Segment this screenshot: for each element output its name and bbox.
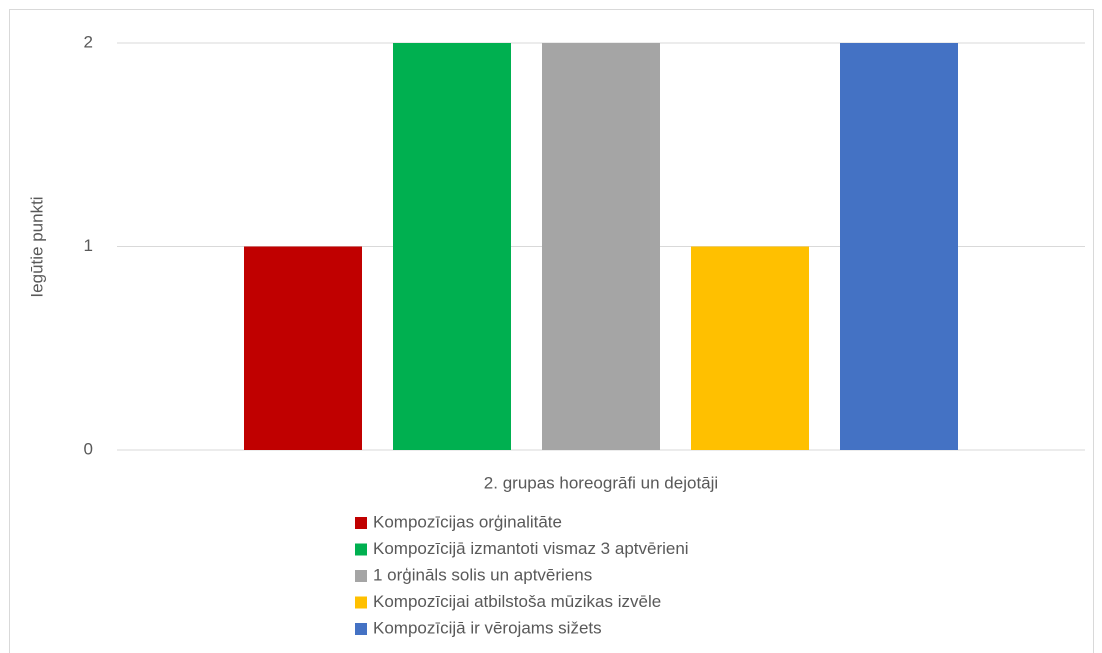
legend-swatch bbox=[355, 570, 367, 582]
legend-swatch bbox=[355, 623, 367, 635]
bar bbox=[542, 43, 660, 450]
bar bbox=[691, 246, 809, 450]
y-tick-label: 1 bbox=[84, 236, 93, 255]
y-tick-label: 2 bbox=[84, 32, 93, 51]
x-tick-label: 2. grupas horeogrāfi un dejotāji bbox=[484, 473, 718, 492]
legend-label: Kompozīcijas orģinalitāte bbox=[373, 512, 562, 531]
legend-swatch bbox=[355, 517, 367, 529]
legend-label: 1 orģināls solis un aptvēriens bbox=[373, 565, 592, 584]
y-axis-label: Iegūtie punkti bbox=[27, 196, 46, 297]
legend-swatch bbox=[355, 543, 367, 556]
legend-swatch bbox=[355, 596, 367, 609]
bar bbox=[244, 246, 362, 450]
legend-label: Kompozīcijai atbilstoša mūzikas izvēle bbox=[373, 592, 661, 611]
bar bbox=[393, 43, 511, 450]
y-tick-label: 0 bbox=[84, 439, 93, 458]
legend-label: Kompozīcijā ir vērojams sižets bbox=[373, 618, 602, 637]
bar bbox=[840, 43, 958, 450]
legend-label: Kompozīcijā izmantoti vismaz 3 aptvērien… bbox=[373, 539, 689, 558]
